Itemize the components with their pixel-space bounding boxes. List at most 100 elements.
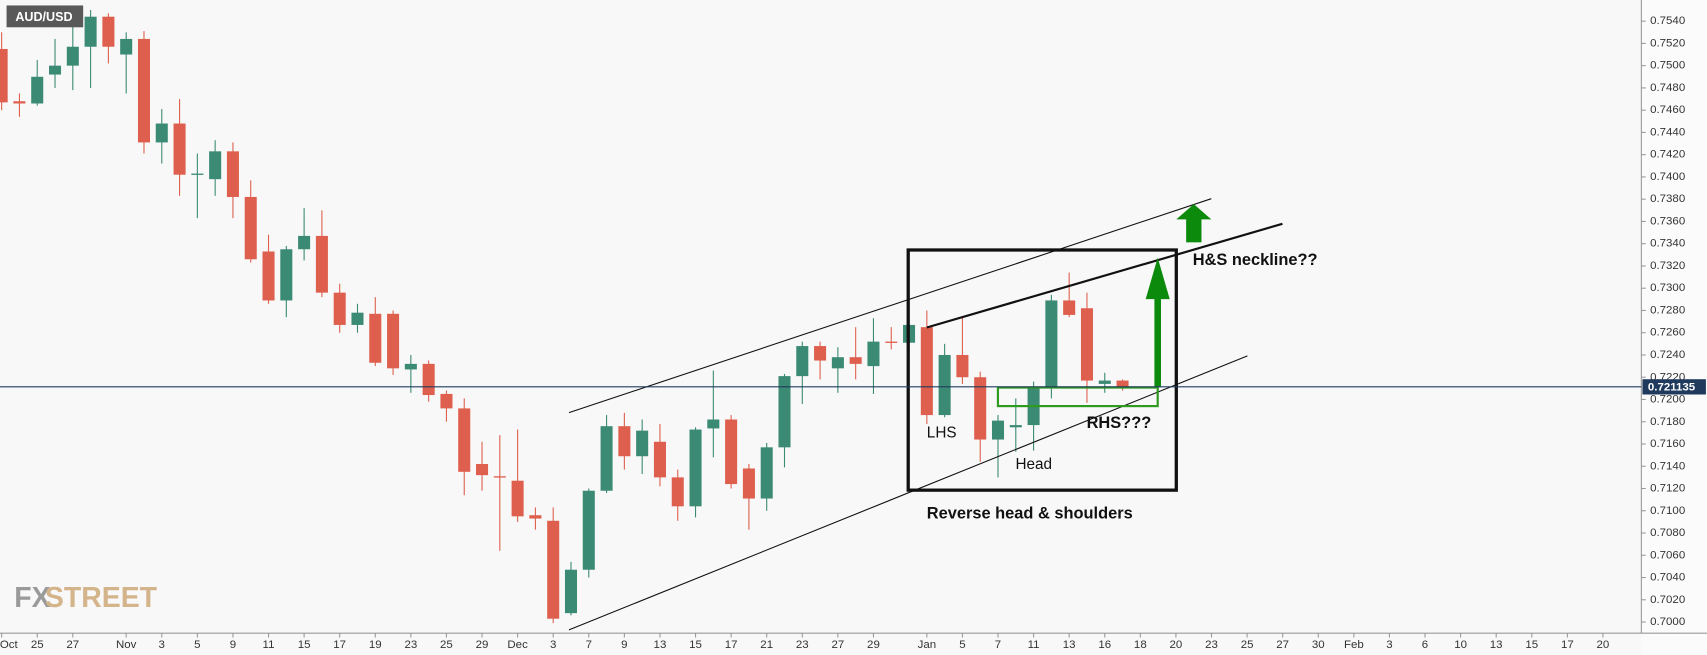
y-tick-label: 0.7400 — [1650, 171, 1685, 183]
candle-body — [387, 313, 400, 369]
candle-body — [796, 346, 809, 377]
candle-body — [778, 376, 791, 448]
candle-body — [564, 569, 578, 614]
x-tick-label: 21 — [760, 639, 773, 651]
chart-title: AUD/USD — [15, 10, 72, 24]
y-tick-label: 0.7480 — [1650, 82, 1685, 94]
x-tick-label: 5 — [194, 639, 200, 651]
candle-body — [351, 312, 364, 325]
y-tick-label: 0.7500 — [1650, 60, 1685, 72]
annotation-rhs: RHS??? — [1087, 414, 1152, 432]
y-tick-label: 0.7120 — [1650, 483, 1685, 495]
target-arrow-head — [1145, 257, 1170, 300]
candle-body — [582, 490, 595, 570]
candle-body — [885, 341, 898, 343]
x-tick-label: 19 — [369, 639, 382, 651]
candle-body — [31, 76, 44, 104]
candle-body — [315, 235, 328, 293]
candle-body — [422, 363, 435, 396]
candle-body — [1045, 300, 1058, 389]
candle-body — [636, 430, 649, 457]
y-tick-label: 0.7080 — [1650, 527, 1685, 539]
x-tick-label: 25 — [31, 639, 44, 651]
candle-body — [440, 393, 453, 409]
y-tick-label: 0.7420 — [1650, 149, 1685, 161]
candle-body — [938, 354, 951, 416]
y-tick-label: 0.7200 — [1650, 394, 1685, 406]
candle-body — [48, 65, 62, 75]
y-tick-label: 0.7240 — [1650, 349, 1685, 361]
candle-body — [742, 468, 755, 499]
x-tick-label: 15 — [298, 639, 311, 651]
y-tick-label: 0.7060 — [1650, 549, 1685, 561]
x-tick-label: Dec — [507, 639, 528, 651]
x-tick-label: 17 — [333, 639, 346, 651]
candle-body — [689, 429, 702, 507]
y-tick-label: 0.7460 — [1650, 104, 1685, 116]
x-tick-label: Oct — [0, 639, 18, 651]
x-tick-label: 15 — [1525, 639, 1538, 651]
candle-body — [120, 38, 133, 55]
candle-body — [262, 251, 275, 301]
x-tick-label: 20 — [1170, 639, 1183, 651]
y-tick-label: 0.7260 — [1650, 327, 1685, 339]
y-tick-label: 0.7380 — [1650, 193, 1685, 205]
candle-body — [831, 357, 844, 369]
candle-body — [1080, 308, 1093, 381]
candle-body — [1116, 380, 1129, 388]
candle-body — [618, 426, 631, 457]
breakout-arrow-head — [1176, 204, 1212, 220]
candle-body — [476, 464, 489, 476]
y-tick-label: 0.7000 — [1650, 616, 1685, 628]
x-tick-label: 7 — [586, 639, 592, 651]
x-tick-label: Nov — [116, 639, 137, 651]
x-tick-label: 23 — [404, 639, 417, 651]
candle-body — [1098, 380, 1111, 384]
y-tick-label: 0.7040 — [1650, 572, 1685, 584]
x-tick-label: 27 — [66, 639, 79, 651]
x-tick-label: 29 — [476, 639, 489, 651]
x-tick-label: 6 — [1422, 639, 1428, 651]
x-tick-label: 11 — [263, 639, 275, 651]
x-tick-label: 25 — [440, 639, 453, 651]
candle-body — [404, 363, 417, 370]
annotation-lhs: LHS — [927, 424, 957, 441]
candle-body — [493, 476, 506, 478]
y-tick-label: 0.7340 — [1650, 238, 1685, 250]
title-badge — [6, 5, 84, 28]
candle-body — [155, 123, 168, 143]
candle-body — [725, 419, 738, 485]
x-tick-label: 16 — [1098, 639, 1111, 651]
x-tick-label: 13 — [1490, 639, 1503, 651]
y-tick-label: 0.7100 — [1650, 505, 1685, 517]
candle-body — [1009, 425, 1022, 428]
candle-body — [814, 346, 827, 361]
x-tick-label: 9 — [230, 639, 236, 651]
x-tick-label: 18 — [1134, 639, 1147, 651]
last-price-label: 0.721135 — [1648, 381, 1696, 393]
annotation-pattern: Reverse head & shoulders — [927, 505, 1133, 523]
x-tick-label: 13 — [654, 639, 667, 651]
target-arrow-shaft — [1154, 296, 1161, 387]
watermark-street: STREET — [45, 582, 158, 614]
annotation-head: Head — [1015, 456, 1052, 473]
x-tick-label: 17 — [725, 639, 738, 651]
x-tick-label: 7 — [995, 639, 1001, 651]
candle-body — [458, 408, 471, 472]
candle-body — [226, 151, 239, 197]
candle-body — [13, 101, 26, 104]
y-tick-label: 0.7360 — [1650, 215, 1685, 227]
candle-body — [298, 235, 311, 250]
candle-body — [671, 477, 684, 507]
candle-body — [991, 420, 1005, 440]
x-tick-label: 9 — [621, 639, 627, 651]
x-tick-label: 29 — [867, 639, 880, 651]
upper-channel-line — [568, 198, 1212, 414]
candle-body — [867, 341, 880, 367]
price-axis-panel — [1641, 0, 1707, 655]
x-tick-label: 23 — [1205, 639, 1218, 651]
y-tick-label: 0.7220 — [1650, 371, 1685, 383]
candle-body — [173, 123, 186, 175]
